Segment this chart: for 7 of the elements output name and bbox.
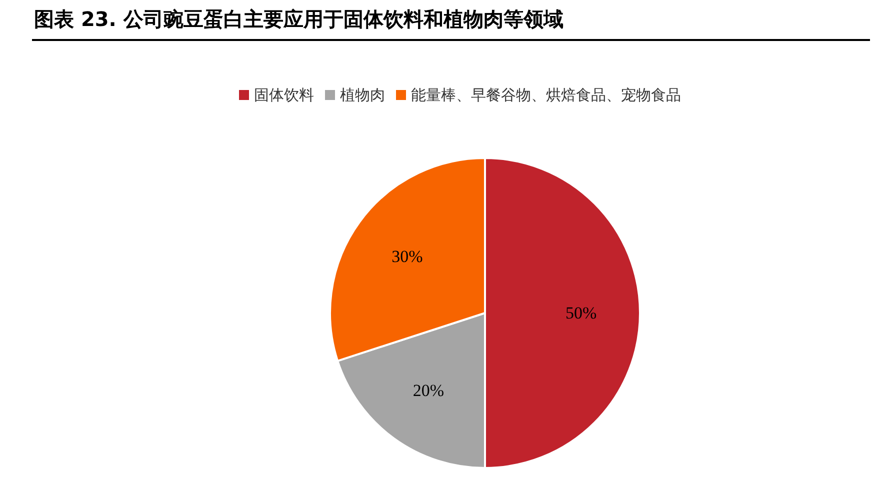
legend-label: 植物肉: [340, 86, 385, 104]
data-label: 50%: [566, 304, 597, 322]
legend-label: 能量棒、早餐谷物、烘焙食品、宠物食品: [411, 86, 681, 104]
chart-title: 图表 23. 公司豌豆蛋白主要应用于固体饮料和植物肉等领域: [34, 7, 564, 31]
data-label: 30%: [392, 247, 423, 266]
data-label: 20%: [412, 381, 444, 400]
legend-label: 固体饮料: [254, 86, 314, 104]
